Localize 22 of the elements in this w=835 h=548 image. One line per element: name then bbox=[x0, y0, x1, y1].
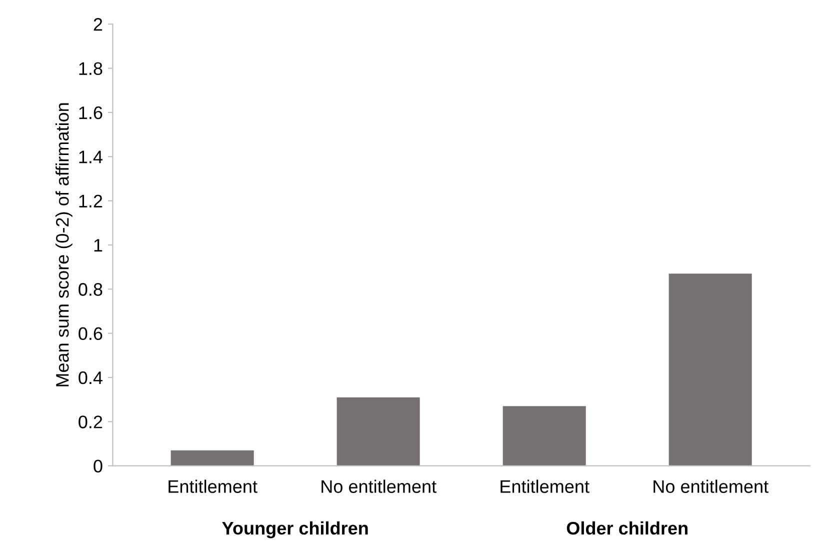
bar bbox=[336, 397, 420, 466]
y-tick-label: 1.6 bbox=[79, 106, 102, 120]
y-tick-label: 0.8 bbox=[78, 283, 102, 296]
y-tick-label: 0 bbox=[94, 460, 102, 473]
y-tick-label: 1.2 bbox=[79, 194, 102, 208]
text: Younger children bbox=[222, 521, 368, 538]
x-tick-label: No entitlement bbox=[654, 480, 768, 493]
x-tick-label: Entitlement bbox=[168, 480, 258, 493]
y-tick-label: 0.6 bbox=[78, 327, 102, 340]
bar bbox=[668, 274, 752, 466]
x-tick-label: Entitlement bbox=[500, 480, 590, 493]
y-tick-label: 0.2 bbox=[78, 416, 102, 428]
text: Older children bbox=[566, 521, 688, 535]
y-tick-label: 1.8 bbox=[79, 62, 102, 75]
y-axis-title: Mean sum score (0-2) of affirmation bbox=[56, 103, 72, 386]
y-tick-label: 2 bbox=[94, 18, 102, 31]
y-tick-label: 1 bbox=[94, 239, 102, 252]
y-tick-label: 0.4 bbox=[78, 371, 102, 384]
bar bbox=[502, 406, 586, 466]
bar bbox=[170, 450, 254, 466]
y-tick-label: 1.4 bbox=[79, 150, 102, 164]
x-tick-label: No entitlement bbox=[322, 480, 436, 493]
